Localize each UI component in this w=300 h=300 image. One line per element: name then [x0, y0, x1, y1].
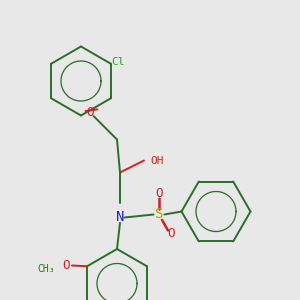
Text: S: S	[155, 208, 163, 221]
Text: O: O	[155, 187, 163, 200]
Text: O: O	[167, 227, 175, 241]
Text: O: O	[86, 106, 94, 119]
Text: Cl: Cl	[112, 57, 125, 67]
Text: OH: OH	[150, 155, 164, 166]
Text: O: O	[62, 259, 70, 272]
Text: CH₃: CH₃	[38, 263, 55, 274]
Text: N: N	[116, 211, 124, 224]
